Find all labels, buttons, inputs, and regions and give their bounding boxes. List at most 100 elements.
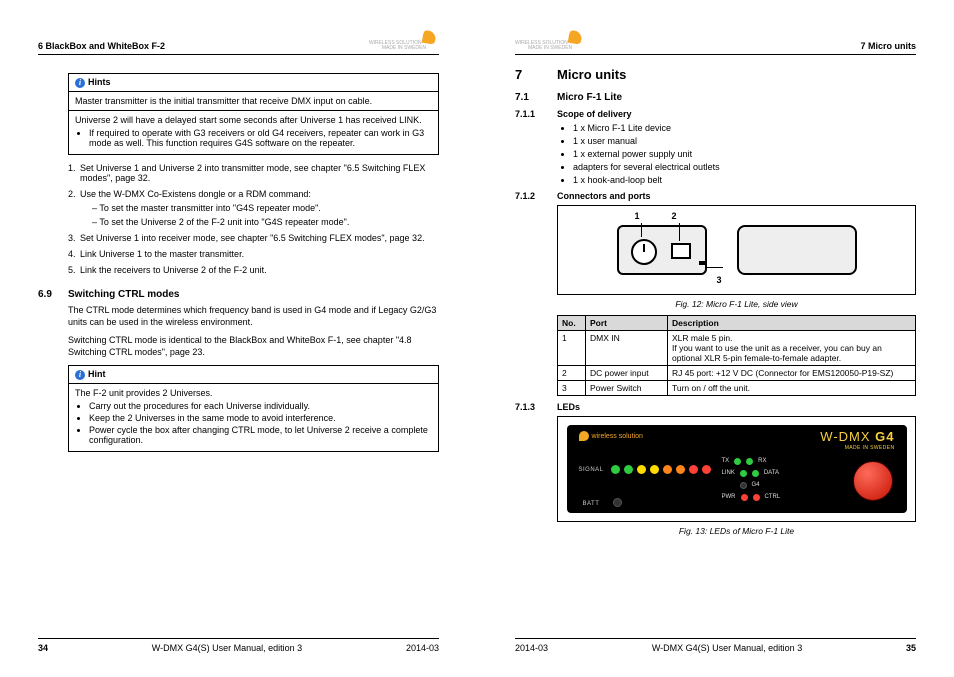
figure-13-frame: wireless solution W-DMX G4 MADE IN SWEDE…	[557, 416, 916, 522]
list-item: 1 x user manual	[573, 136, 916, 146]
scope-of-delivery-list: 1 x Micro F-1 Lite device 1 x user manua…	[573, 123, 916, 185]
header-left: 6 BlackBox and WhiteBox F-2 WIRELESS SOL…	[38, 28, 439, 55]
hint2-b3: Power cycle the box after changing CTRL …	[89, 425, 432, 445]
content-left: iHints Master transmitter is the initial…	[38, 67, 439, 638]
hints-bullet: If required to operate with G3 receivers…	[89, 128, 432, 148]
section-7-1-heading: 7.1 Micro F-1 Lite	[515, 92, 916, 103]
page-right: WIRELESS SOLUTION MADE IN SWEDEN 7 Micro…	[477, 0, 954, 677]
figure-13-caption: Fig. 13: LEDs of Micro F-1 Lite	[557, 526, 916, 536]
table-row: 3 Power Switch Turn on / off the unit.	[558, 381, 916, 396]
hint2-title: iHint	[69, 366, 438, 384]
numbered-steps: Set Universe 1 and Universe 2 into trans…	[78, 163, 439, 275]
led-icon	[740, 470, 747, 477]
step-2: Use the W-DMX Co-Existens dongle or a RD…	[78, 189, 439, 227]
brand-logo: WIRELESS SOLUTION MADE IN SWEDEN	[369, 28, 439, 51]
signal-leds	[611, 465, 711, 474]
rj45-port-icon	[671, 243, 691, 259]
led-icon	[689, 465, 698, 474]
power-switch-icon	[699, 261, 707, 265]
batt-led	[613, 498, 622, 507]
function-button-icon	[853, 461, 893, 501]
page-left: 6 BlackBox and WhiteBox F-2 WIRELESS SOL…	[0, 0, 477, 677]
device-side-view: 1 2 3	[617, 225, 857, 275]
led-icon	[746, 458, 753, 465]
brand-right-text: W-DMX G4	[820, 429, 894, 444]
chapter-7-heading: 7 Micro units	[515, 67, 916, 82]
led-icon	[611, 465, 620, 474]
led-icon	[663, 465, 672, 474]
doc-title: W-DMX G4(S) User Manual, edition 3	[652, 643, 802, 653]
xlr-connector-icon	[631, 239, 657, 265]
led-icon	[740, 482, 747, 489]
hint2-b1: Carry out the procedures for each Univer…	[89, 401, 432, 411]
step-4: Link Universe 1 to the master transmitte…	[78, 249, 439, 259]
step-2a: To set the master transmitter into "G4S …	[92, 203, 439, 213]
section-6-9-p2: Switching CTRL mode is identical to the …	[68, 334, 439, 358]
led-icon	[676, 465, 685, 474]
step-1: Set Universe 1 and Universe 2 into trans…	[78, 163, 439, 183]
page-number: 35	[906, 643, 916, 653]
led-icon	[734, 458, 741, 465]
chapter-ref: 7 Micro units	[860, 41, 916, 51]
section-6-9-heading: 6.9 Switching CTRL modes	[38, 289, 439, 300]
list-item: 1 x external power supply unit	[573, 149, 916, 159]
info-icon: i	[75, 370, 85, 380]
ports-table: No. Port Description 1 DMX IN XLR male 5…	[557, 315, 916, 396]
step-5: Link the receivers to Universe 2 of the …	[78, 265, 439, 275]
led-icon	[637, 465, 646, 474]
device-right-icon	[737, 225, 857, 275]
led-icon	[624, 465, 633, 474]
list-item: adapters for several electrical outlets	[573, 162, 916, 172]
step-2b: To set the Universe 2 of the F-2 unit in…	[92, 217, 439, 227]
logo-swish-icon	[579, 431, 589, 441]
made-in-text: MADE IN SWEDEN	[845, 445, 895, 451]
table-row: 2 DC power input RJ 45 port: +12 V DC (C…	[558, 366, 916, 381]
hint-box-2: iHint The F-2 unit provides 2 Universes.…	[68, 365, 439, 452]
footer-right: 2014-03 W-DMX G4(S) User Manual, edition…	[515, 638, 916, 653]
brand-logo: WIRELESS SOLUTION MADE IN SWEDEN	[515, 28, 585, 51]
led-icon	[752, 470, 759, 477]
led-icon	[702, 465, 711, 474]
callout-2: 2	[672, 211, 677, 221]
brand-left-logo: wireless solution	[579, 431, 643, 441]
logo-text-sub: MADE IN SWEDEN	[382, 45, 426, 51]
hint2-b2: Keep the 2 Universes in the same mode to…	[89, 413, 432, 423]
signal-label: SIGNAL	[579, 467, 604, 473]
content-right: 7 Micro units 7.1 Micro F-1 Lite 7.1.1 S…	[515, 67, 916, 638]
hint2-body: The F-2 unit provides 2 Universes. Carry…	[69, 384, 438, 451]
led-icon	[741, 494, 748, 501]
logo-text-sub: MADE IN SWEDEN	[528, 45, 572, 51]
step-3: Set Universe 1 into receiver mode, see c…	[78, 233, 439, 243]
batt-label: BATT	[583, 501, 600, 507]
status-led-grid: TXRX LINKDATA XXG4 PWRCTRL	[722, 455, 781, 503]
logo-swish-icon	[422, 27, 441, 46]
callout-1: 1	[635, 211, 640, 221]
info-icon: i	[75, 78, 85, 88]
footer-left: 34 W-DMX G4(S) User Manual, edition 3 20…	[38, 638, 439, 653]
device-left-icon	[617, 225, 707, 275]
section-7-1-3-heading: 7.1.3 LEDs	[515, 402, 916, 412]
table-header-row: No. Port Description	[558, 316, 916, 331]
page-number: 34	[38, 643, 48, 653]
section-6-9-p1: The CTRL mode determines which frequency…	[68, 304, 439, 328]
hints-row-2: Universe 2 will have a delayed start som…	[69, 111, 438, 154]
callout-3: 3	[717, 275, 722, 285]
doc-title: W-DMX G4(S) User Manual, edition 3	[152, 643, 302, 653]
th-port: Port	[586, 316, 668, 331]
led-icon	[613, 498, 622, 507]
led-icon	[650, 465, 659, 474]
th-desc: Description	[668, 316, 916, 331]
section-7-1-1-heading: 7.1.1 Scope of delivery	[515, 109, 916, 119]
table-row: 1 DMX IN XLR male 5 pin. If you want to …	[558, 331, 916, 366]
logo-swish-icon	[568, 27, 587, 46]
figure-12-frame: 1 2 3	[557, 205, 916, 295]
led-icon	[753, 494, 760, 501]
list-item: 1 x hook-and-loop belt	[573, 175, 916, 185]
doc-date: 2014-03	[406, 643, 439, 653]
header-right: WIRELESS SOLUTION MADE IN SWEDEN 7 Micro…	[515, 28, 916, 55]
chapter-ref: 6 BlackBox and WhiteBox F-2	[38, 41, 165, 51]
hints-row-1: Master transmitter is the initial transm…	[69, 92, 438, 111]
hints-box: iHints Master transmitter is the initial…	[68, 73, 439, 155]
hints-title: iHints	[69, 74, 438, 92]
led-panel: wireless solution W-DMX G4 MADE IN SWEDE…	[567, 425, 907, 513]
